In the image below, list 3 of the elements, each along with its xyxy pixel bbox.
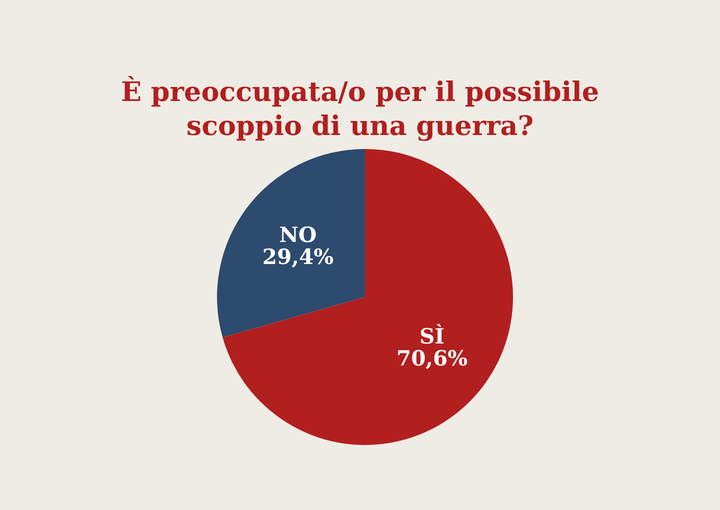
pie-slice: [222, 149, 513, 445]
chart-title: È preoccupata/o per il possibile scoppio di una guerra?: [120, 76, 600, 144]
pie-slice: [217, 149, 365, 338]
